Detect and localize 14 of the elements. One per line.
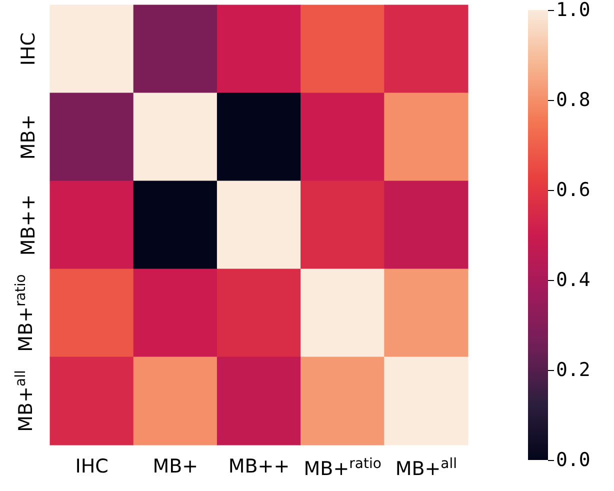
y-tick-label: MB+ [18, 114, 40, 160]
y-tick-label: IHC [18, 32, 40, 66]
x-tick-label: MB+ [152, 456, 198, 478]
x-tick-label: IHC [75, 456, 108, 478]
color-bar-label: 0.8 [556, 89, 590, 111]
color-bar-label: 1.0 [556, 0, 590, 21]
x-tick-label: MB++ [228, 456, 290, 478]
color-bar-label: 0.6 [556, 179, 590, 201]
y-tick-label: MB++ [18, 194, 40, 256]
y-tick-label: MB+ratio [13, 274, 37, 352]
color-bar-label: 0.4 [556, 269, 590, 291]
y-tick-label: MB+all [13, 370, 37, 432]
color-bar-label: 0.0 [556, 449, 590, 471]
color-bar-label: 0.2 [556, 359, 590, 381]
